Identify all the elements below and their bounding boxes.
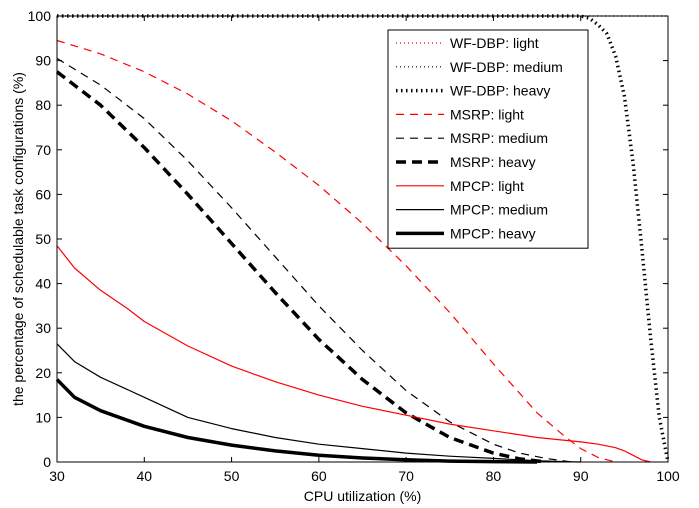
x-tick-label: 80 bbox=[486, 468, 502, 484]
y-tick-label: 40 bbox=[35, 276, 51, 292]
x-tick-label: 100 bbox=[656, 468, 680, 484]
series-layer bbox=[55, 14, 670, 464]
y-tick-label: 20 bbox=[35, 365, 51, 381]
legend-label: MSRP: heavy bbox=[450, 154, 536, 170]
series-line-5 bbox=[55, 70, 547, 464]
legend-label: MSRP: medium bbox=[450, 130, 548, 146]
series-line-7 bbox=[56, 343, 581, 463]
legend-label: WF-DBP: medium bbox=[450, 59, 563, 75]
legend-label: MSRP: light bbox=[450, 106, 524, 122]
y-tick-label: 30 bbox=[35, 320, 51, 336]
legend-label: WF-DBP: heavy bbox=[450, 83, 550, 99]
y-tick-label: 80 bbox=[35, 97, 51, 113]
x-tick-label: 30 bbox=[49, 468, 65, 484]
legend-label: MPCP: light bbox=[450, 178, 524, 194]
legend-box bbox=[387, 29, 589, 249]
x-tick-label: 50 bbox=[224, 468, 240, 484]
series-line-6 bbox=[56, 245, 651, 463]
legend-label: MPCP: medium bbox=[450, 202, 548, 218]
series-line-4 bbox=[56, 57, 573, 463]
y-tick-label: 0 bbox=[43, 454, 51, 470]
y-tick-label: 60 bbox=[35, 186, 51, 202]
legend-label: WF-DBP: light bbox=[450, 35, 539, 51]
y-tick-label: 50 bbox=[35, 231, 51, 247]
y-tick-label: 10 bbox=[35, 409, 51, 425]
y-tick-label: 70 bbox=[35, 142, 51, 158]
legend-label: MPCP: heavy bbox=[450, 225, 536, 241]
tick-layer: 30 40 50 60 70 80 90 100 0 10 20 30 40 50 60 70 80 90 100 bbox=[28, 8, 680, 484]
x-tick-label: 70 bbox=[398, 468, 414, 484]
legend: WF-DBP: light WF-DBP: medium WF-DBP: heavy… bbox=[387, 29, 589, 249]
x-axis-label: CPU utilization (%) bbox=[304, 488, 421, 504]
series-line-8 bbox=[55, 378, 538, 464]
y-tick-label: 100 bbox=[28, 8, 52, 24]
x-tick-label: 60 bbox=[311, 468, 327, 484]
series-line-3 bbox=[56, 39, 616, 463]
x-tick-label: 90 bbox=[573, 468, 589, 484]
y-tick-label: 90 bbox=[35, 53, 51, 69]
y-axis-label: the percentage of schedulable task confi… bbox=[10, 72, 26, 406]
x-tick-label: 40 bbox=[136, 468, 152, 484]
